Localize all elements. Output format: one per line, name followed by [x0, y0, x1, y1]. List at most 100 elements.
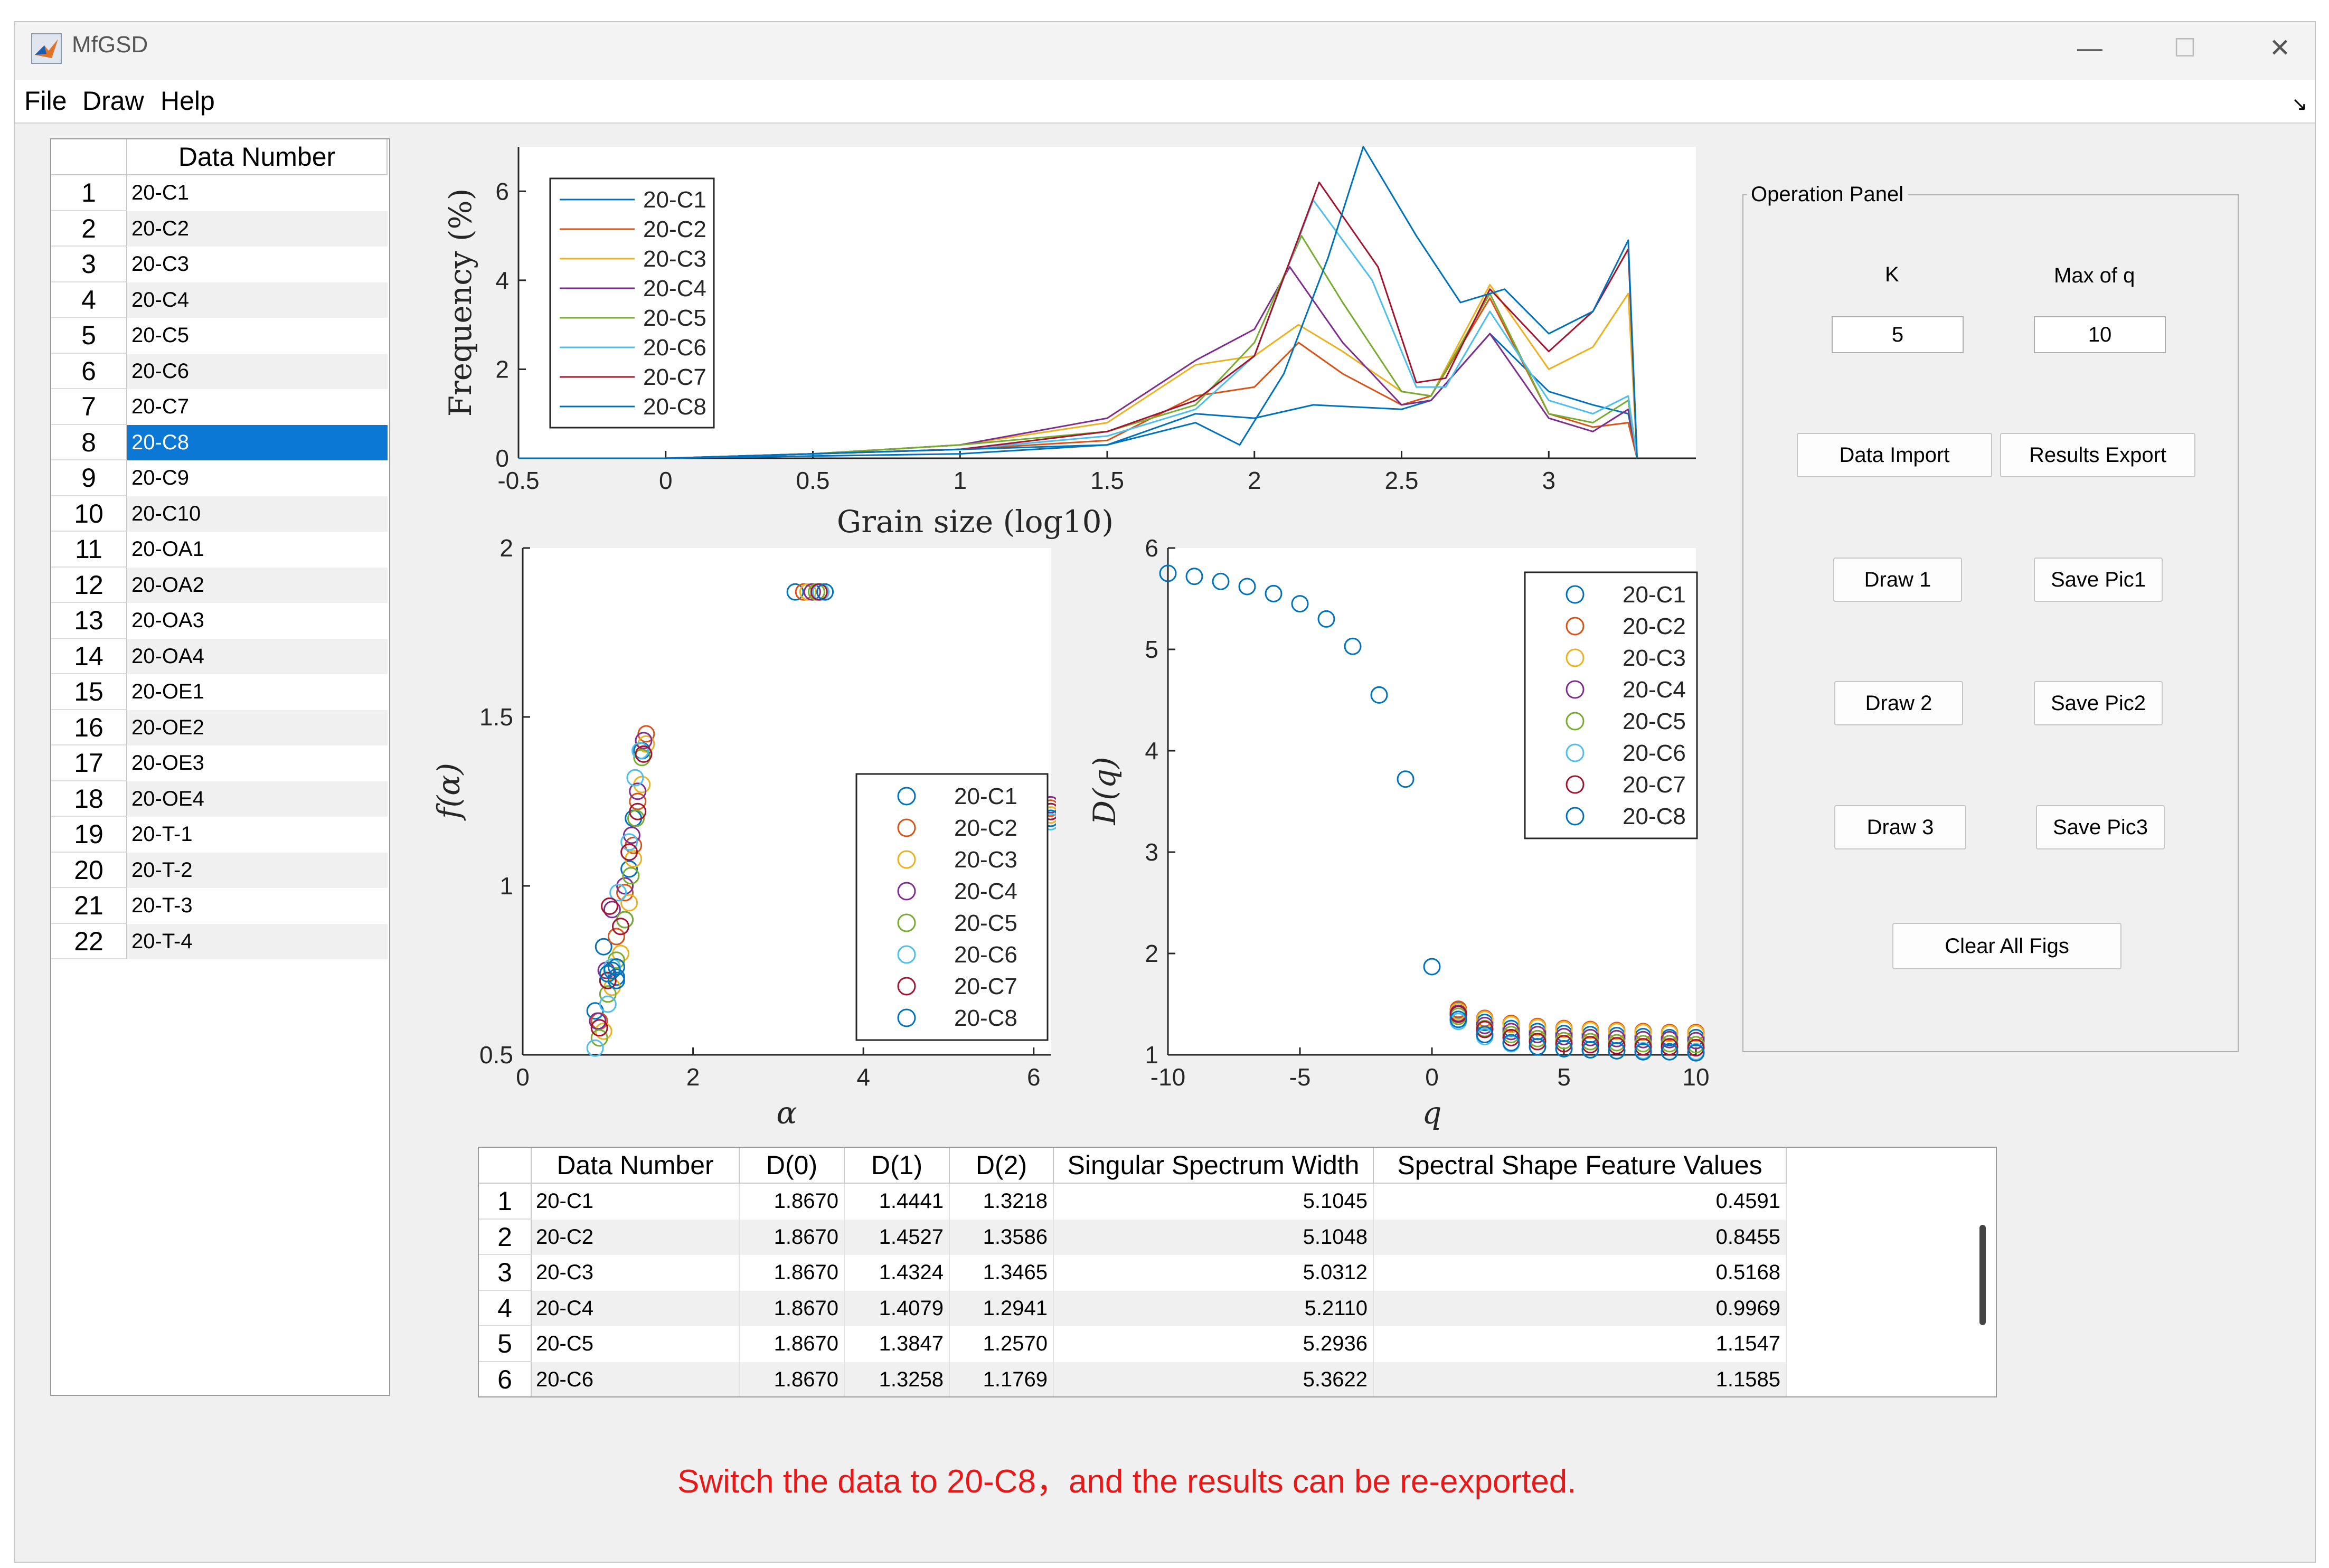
results-cell-col-singular-spectrum-width[interactable]: 5.2936 [1054, 1326, 1374, 1362]
results-header-col-d2[interactable]: D(2) [950, 1148, 1054, 1184]
results-cell-col-singular-spectrum-width[interactable]: 5.3622 [1054, 1362, 1374, 1396]
legend-label: 20-C6 [643, 335, 706, 361]
draw-3-button[interactable]: Draw 3 [1834, 805, 1966, 849]
results-cell-col-singular-spectrum-width[interactable]: 5.1048 [1054, 1219, 1374, 1255]
menu-file[interactable]: File [24, 86, 67, 116]
results-cell-col-d1[interactable]: 1.3258 [845, 1362, 950, 1396]
list-item[interactable]: 20-OE2 [127, 710, 388, 745]
results-cell-col-spectral-shape[interactable]: 0.5168 [1374, 1255, 1787, 1291]
data-point-20-C4 [1529, 1026, 1547, 1044]
list-item[interactable]: 20-OA1 [127, 532, 388, 568]
results-export-button[interactable]: Results Export [2000, 433, 2195, 477]
results-cell-col-singular-spectrum-width[interactable]: 5.1045 [1054, 1184, 1374, 1220]
results-cell-col-d2[interactable]: 1.1769 [950, 1362, 1054, 1396]
results-cell-col-d1[interactable]: 1.4441 [845, 1184, 950, 1220]
data-list-table[interactable]: Data Number 1 20-C1 2 20-C2 3 20-C3 4 20-C4 5 20-… [50, 138, 390, 1396]
results-cell-col-data-number[interactable]: 20-C6 [532, 1362, 740, 1396]
max-q-input[interactable] [2034, 316, 2166, 353]
data-import-button[interactable]: Data Import [1797, 433, 1992, 477]
save-pic1-button[interactable]: Save Pic1 [2034, 558, 2163, 602]
results-cell-col-data-number[interactable]: 20-C5 [532, 1326, 740, 1362]
list-item[interactable]: 20-C7 [127, 389, 388, 425]
results-cell-col-spectral-shape[interactable]: 0.8455 [1374, 1219, 1787, 1255]
results-cell-col-d1[interactable]: 1.4324 [845, 1255, 950, 1291]
list-item[interactable]: 20-OA4 [127, 638, 388, 674]
list-item[interactable]: 20-C5 [127, 318, 388, 354]
save-pic3-button[interactable]: Save Pic3 [2036, 805, 2165, 849]
x-tick-label: 0.5 [796, 467, 830, 494]
data-point-20-C3 [620, 894, 638, 912]
results-cell-col-d0[interactable]: 1.8670 [740, 1255, 845, 1291]
data-point-20-C8 [1687, 1044, 1705, 1062]
list-item[interactable]: 20-OA2 [127, 567, 388, 603]
data-point-shared [1238, 578, 1256, 596]
list-item[interactable]: 20-C8 [127, 424, 388, 460]
results-cell-col-data-number[interactable]: 20-C2 [532, 1219, 740, 1255]
clear-all-figs-button[interactable]: Clear All Figs [1892, 923, 2121, 969]
results-header-col-data-number[interactable]: Data Number [532, 1148, 740, 1184]
list-corner-cell [51, 139, 127, 175]
results-cell-col-singular-spectrum-width[interactable]: 5.2110 [1054, 1290, 1374, 1326]
save-pic2-button[interactable]: Save Pic2 [2034, 681, 2163, 725]
list-item[interactable]: 20-T-1 [127, 817, 388, 853]
list-item[interactable]: 20-C1 [127, 175, 388, 211]
results-cell-col-d2[interactable]: 1.3218 [950, 1184, 1054, 1220]
k-input[interactable] [1832, 316, 1964, 353]
list-item[interactable]: 20-OE4 [127, 781, 388, 817]
list-row-number: 3 [51, 247, 127, 282]
data-point-20-C6 [626, 769, 644, 787]
list-item[interactable]: 20-C6 [127, 353, 388, 389]
results-cell-col-d0[interactable]: 1.8670 [740, 1362, 845, 1396]
results-cell-col-d1[interactable]: 1.4527 [845, 1219, 950, 1255]
results-cell-col-spectral-shape[interactable]: 1.1585 [1374, 1362, 1787, 1396]
results-cell-col-spectral-shape[interactable]: 0.9969 [1374, 1290, 1787, 1326]
results-cell-col-spectral-shape[interactable]: 1.1547 [1374, 1326, 1787, 1362]
minimize-button[interactable]: — [2077, 34, 2102, 62]
results-scrollbar[interactable] [1979, 1225, 1986, 1325]
results-cell-col-d1[interactable]: 1.3847 [845, 1326, 950, 1362]
results-cell-col-spectral-shape[interactable]: 0.4591 [1374, 1184, 1787, 1220]
list-item[interactable]: 20-C3 [127, 247, 388, 282]
results-header-col-singular-spectrum-width[interactable]: Singular Spectrum Width [1054, 1148, 1374, 1184]
list-item[interactable]: 20-T-3 [127, 888, 388, 924]
list-item[interactable]: 20-C9 [127, 460, 388, 496]
menu-draw[interactable]: Draw [82, 86, 144, 116]
list-item[interactable]: 20-T-2 [127, 852, 388, 888]
list-item[interactable]: 20-T-4 [127, 923, 388, 959]
legend-marker-swatch [897, 1008, 916, 1027]
list-item[interactable]: 20-OE3 [127, 745, 388, 781]
results-header-col-d1[interactable]: D(1) [845, 1148, 950, 1184]
menu-help[interactable]: Help [161, 86, 215, 116]
list-item[interactable]: 20-OA3 [127, 603, 388, 639]
draw-2-button[interactable]: Draw 2 [1834, 681, 1963, 725]
results-cell-col-d0[interactable]: 1.8670 [740, 1184, 845, 1220]
x-tick-label: -10 [1151, 1063, 1185, 1091]
results-cell-col-data-number[interactable]: 20-C4 [532, 1290, 740, 1326]
results-cell-col-d0[interactable]: 1.8670 [740, 1326, 845, 1362]
results-header-col-spectral-shape[interactable]: Spectral Shape Feature Values [1374, 1148, 1787, 1184]
results-cell-col-d2[interactable]: 1.3465 [950, 1255, 1054, 1291]
results-cell-col-d2[interactable]: 1.2570 [950, 1326, 1054, 1362]
list-item[interactable]: 20-C2 [127, 211, 388, 247]
results-cell-col-d2[interactable]: 1.3586 [950, 1219, 1054, 1255]
results-cell-col-d2[interactable]: 1.2941 [950, 1290, 1054, 1326]
list-item[interactable]: 20-OE1 [127, 674, 388, 710]
results-cell-col-d0[interactable]: 1.8670 [740, 1290, 845, 1326]
results-cell-col-data-number[interactable]: 20-C3 [532, 1255, 740, 1291]
y-tick-label: 2 [499, 534, 513, 562]
results-cell-col-d1[interactable]: 1.4079 [845, 1290, 950, 1326]
results-cell-col-singular-spectrum-width[interactable]: 5.0312 [1054, 1255, 1374, 1291]
list-item[interactable]: 20-C10 [127, 496, 388, 532]
maximize-button[interactable]: ☐ [2173, 34, 2196, 62]
list-header-data-number[interactable]: Data Number [127, 139, 388, 175]
results-cell-col-data-number[interactable]: 20-C1 [532, 1184, 740, 1220]
results-header-col-d0[interactable]: D(0) [740, 1148, 845, 1184]
draw-1-button[interactable]: Draw 1 [1833, 558, 1962, 602]
results-table[interactable]: Data Number D(0) D(1) D(2) Singular Spectrum… [478, 1147, 1997, 1397]
close-button[interactable]: ✕ [2269, 34, 2291, 62]
legend-label: 20-C1 [954, 783, 1017, 809]
list-item[interactable]: 20-C4 [127, 282, 388, 318]
results-cell-col-d0[interactable]: 1.8670 [740, 1219, 845, 1255]
legend-box [549, 177, 715, 429]
dock-arrow-icon[interactable]: ↘ [2291, 93, 2307, 115]
